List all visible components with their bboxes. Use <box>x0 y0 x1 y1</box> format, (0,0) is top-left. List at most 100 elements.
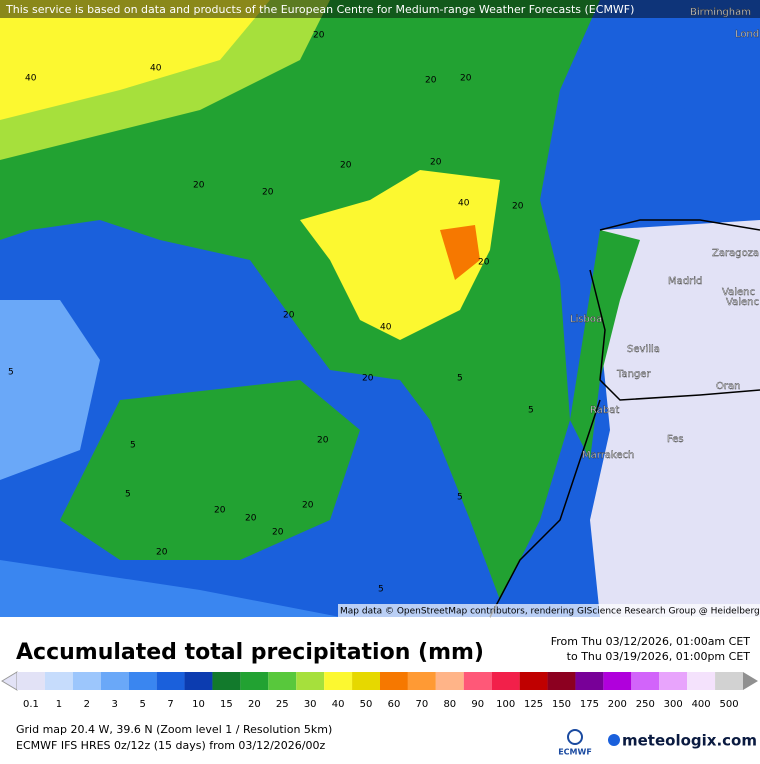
ecmwf-logo <box>567 729 583 745</box>
place-label: Marrakech <box>582 450 634 461</box>
place-label: Tanger <box>616 369 651 380</box>
scale-label: 2 <box>84 699 90 710</box>
scale-swatch <box>156 672 185 690</box>
scale-label: 500 <box>719 699 738 710</box>
contour-label: 20 <box>430 158 442 168</box>
scale-label: 400 <box>692 699 711 710</box>
place-label: Valenc <box>726 297 759 308</box>
attribution: This service is based on data and produc… <box>5 3 634 16</box>
attribution-bar <box>0 0 760 18</box>
contour-label: 40 <box>380 323 392 333</box>
scale-label: 70 <box>416 699 429 710</box>
scale-swatch <box>128 672 157 690</box>
scale-swatch <box>268 672 297 690</box>
contour-label: 20 <box>283 311 295 321</box>
scale-label: 30 <box>304 699 317 710</box>
blue-area <box>0 560 340 617</box>
orange-area <box>440 225 480 280</box>
contour-label: 20 <box>362 374 374 384</box>
brand: meteologix.com <box>622 732 757 750</box>
scale-label: 0.1 <box>23 699 39 710</box>
scale-swatch <box>463 672 492 690</box>
contour-label: 20 <box>193 181 205 191</box>
contour-label: 20 <box>425 76 437 86</box>
scale-label: 50 <box>360 699 373 710</box>
scale-swatch <box>659 672 688 690</box>
legend-title: Accumulated total precipitation (mm) <box>16 640 484 665</box>
scale-label: 90 <box>471 699 484 710</box>
scale-arrow-right <box>743 672 758 690</box>
place-label: Oran <box>716 381 740 392</box>
scale-swatch <box>603 672 632 690</box>
contour-label: 20 <box>478 258 490 268</box>
contour-label: 20 <box>262 188 274 198</box>
coastline <box>489 219 760 618</box>
scale-label: 300 <box>664 699 683 710</box>
contour-label: 5 <box>457 374 463 384</box>
contour-label: 5 <box>125 490 131 500</box>
scale-label: 15 <box>220 699 233 710</box>
map: This service is based on data and produc… <box>0 0 760 618</box>
place-label: Lond <box>735 29 759 40</box>
scale-swatch <box>715 672 743 690</box>
land-light <box>590 220 760 617</box>
contour-label: 5 <box>528 406 534 416</box>
scale-label: 125 <box>524 699 543 710</box>
scale-label: 1 <box>56 699 62 710</box>
scale-swatch <box>296 672 325 690</box>
contour-label: 5 <box>378 585 384 595</box>
scale-swatch <box>324 672 353 690</box>
ecmwf-label: ECMWF <box>558 748 592 757</box>
blue-area <box>0 300 100 480</box>
contour-label: 20 <box>340 161 352 171</box>
scale-swatch <box>184 672 213 690</box>
scale-swatch <box>44 672 73 690</box>
period-from: From Thu 03/12/2026, 01:00am CET <box>551 635 751 648</box>
contour-label: 5 <box>457 493 463 503</box>
place-label: Rabat <box>590 405 619 416</box>
place-label: Sevilla <box>627 344 660 355</box>
scale-swatch <box>547 672 576 690</box>
scale-label: 10 <box>192 699 205 710</box>
yellow-area <box>0 0 270 120</box>
place-label: Lisboa <box>570 314 602 325</box>
grid-info: Grid map 20.4 W, 39.6 N (Zoom level 1 / … <box>16 723 332 736</box>
contour-label: 5 <box>8 368 14 378</box>
scale-swatch <box>687 672 716 690</box>
contour-label: 20 <box>214 506 226 516</box>
contour-label: 20 <box>313 31 325 41</box>
scale-label: 7 <box>167 699 173 710</box>
contour-label: 40 <box>25 74 37 84</box>
scale-label: 100 <box>496 699 515 710</box>
scale-arrow-left <box>1 671 18 691</box>
yellow-area <box>300 170 500 340</box>
green-area <box>0 0 600 600</box>
contour-label: 20 <box>512 202 524 212</box>
contour-label: 40 <box>458 199 470 209</box>
scale-label: 3 <box>112 699 118 710</box>
contour-label: 20 <box>302 501 314 511</box>
contour-label: 20 <box>317 436 329 446</box>
map-credit: Map data © OpenStreetMap contributors, r… <box>340 607 760 617</box>
scale-label: 175 <box>580 699 599 710</box>
scale-label: 25 <box>276 699 289 710</box>
credit-bg <box>338 604 760 617</box>
place-label: Madrid <box>668 276 702 287</box>
place-label: Valenc <box>722 287 755 298</box>
scale-swatch <box>17 672 45 690</box>
scale-label: 80 <box>443 699 456 710</box>
contour-label: 20 <box>272 528 284 538</box>
brand-logo <box>608 734 620 746</box>
scale-label: 60 <box>388 699 401 710</box>
scale-swatch <box>212 672 241 690</box>
green-area <box>60 380 360 560</box>
scale-swatch <box>519 672 548 690</box>
scale-label: 20 <box>248 699 261 710</box>
scale-swatch <box>631 672 660 690</box>
place-label: Birmingham <box>690 7 751 18</box>
contour-label: 5 <box>130 441 136 451</box>
contour-label: 40 <box>150 64 162 74</box>
contour-label: 20 <box>245 514 257 524</box>
period-to: to Thu 03/19/2026, 01:00pm CET <box>567 650 751 663</box>
